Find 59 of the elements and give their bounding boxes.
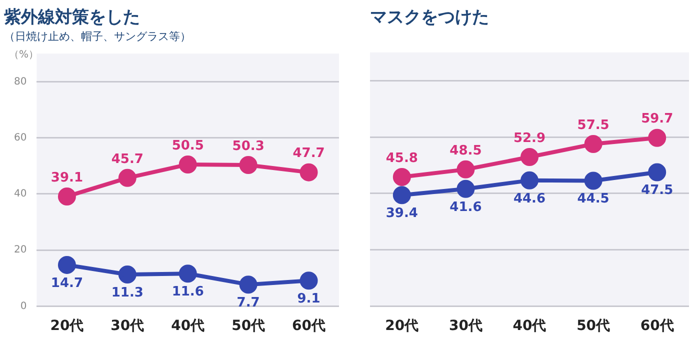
y-axis-title: （%） bbox=[8, 50, 38, 61]
point bbox=[300, 163, 318, 182]
point bbox=[178, 264, 197, 283]
x-tick-label: 40代 bbox=[512, 318, 546, 334]
data-label: 39.4 bbox=[386, 206, 418, 221]
y-tick-label: 40 bbox=[14, 188, 27, 200]
y-tick-label: 60 bbox=[14, 132, 27, 144]
data-label: 50.3 bbox=[232, 138, 264, 154]
point bbox=[300, 272, 318, 290]
data-label: 41.6 bbox=[450, 200, 482, 215]
point bbox=[392, 186, 411, 204]
point bbox=[178, 155, 197, 174]
y-tick-label: 0 bbox=[20, 300, 27, 312]
point bbox=[118, 265, 136, 284]
data-label: 7.7 bbox=[236, 295, 260, 310]
chart-title: マスクをつけた bbox=[370, 8, 489, 28]
chart-title: 紫外線対策をした bbox=[3, 8, 140, 28]
point bbox=[456, 180, 475, 198]
x-tick-label: 60代 bbox=[640, 318, 674, 334]
y-tick-label: 20 bbox=[14, 244, 27, 256]
y-tick-label: 80 bbox=[14, 76, 27, 88]
x-tick-label: 20代 bbox=[385, 318, 419, 334]
data-label: 14.7 bbox=[50, 276, 83, 291]
point bbox=[456, 160, 475, 178]
point bbox=[392, 168, 411, 186]
point bbox=[58, 256, 76, 274]
data-label: 45.8 bbox=[386, 150, 418, 166]
data-label: 9.1 bbox=[297, 292, 320, 307]
x-tick-label: 50代 bbox=[232, 318, 266, 334]
point bbox=[648, 163, 666, 182]
data-label: 57.5 bbox=[577, 118, 610, 133]
point bbox=[520, 148, 538, 166]
point bbox=[584, 135, 602, 154]
data-label: 45.7 bbox=[111, 152, 144, 167]
data-label: 47.5 bbox=[641, 183, 674, 198]
point bbox=[239, 156, 258, 174]
point bbox=[520, 171, 538, 190]
data-label: 44.6 bbox=[513, 191, 546, 206]
x-tick-label: 40代 bbox=[171, 318, 205, 334]
point bbox=[118, 168, 136, 187]
x-tick-label: 60代 bbox=[292, 318, 326, 334]
data-label: 44.5 bbox=[577, 192, 610, 207]
x-tick-label: 20代 bbox=[50, 318, 84, 334]
x-tick-label: 30代 bbox=[448, 318, 482, 334]
point bbox=[58, 187, 76, 206]
data-label: 59.7 bbox=[641, 112, 674, 127]
data-label: 52.9 bbox=[513, 130, 546, 146]
data-label: 50.5 bbox=[172, 138, 204, 154]
x-tick-label: 30代 bbox=[110, 318, 144, 334]
data-label: 39.1 bbox=[50, 170, 83, 186]
point bbox=[648, 128, 666, 147]
data-label: 11.3 bbox=[111, 285, 144, 300]
x-tick-label: 50代 bbox=[576, 318, 610, 334]
data-label: 11.6 bbox=[172, 284, 204, 300]
point bbox=[239, 276, 258, 294]
data-label: 48.5 bbox=[450, 143, 482, 158]
data-label: 47.7 bbox=[292, 146, 325, 162]
chart-subtitle: （日焼け止め、帽子、サングラス等） bbox=[4, 30, 191, 43]
point bbox=[584, 172, 602, 190]
